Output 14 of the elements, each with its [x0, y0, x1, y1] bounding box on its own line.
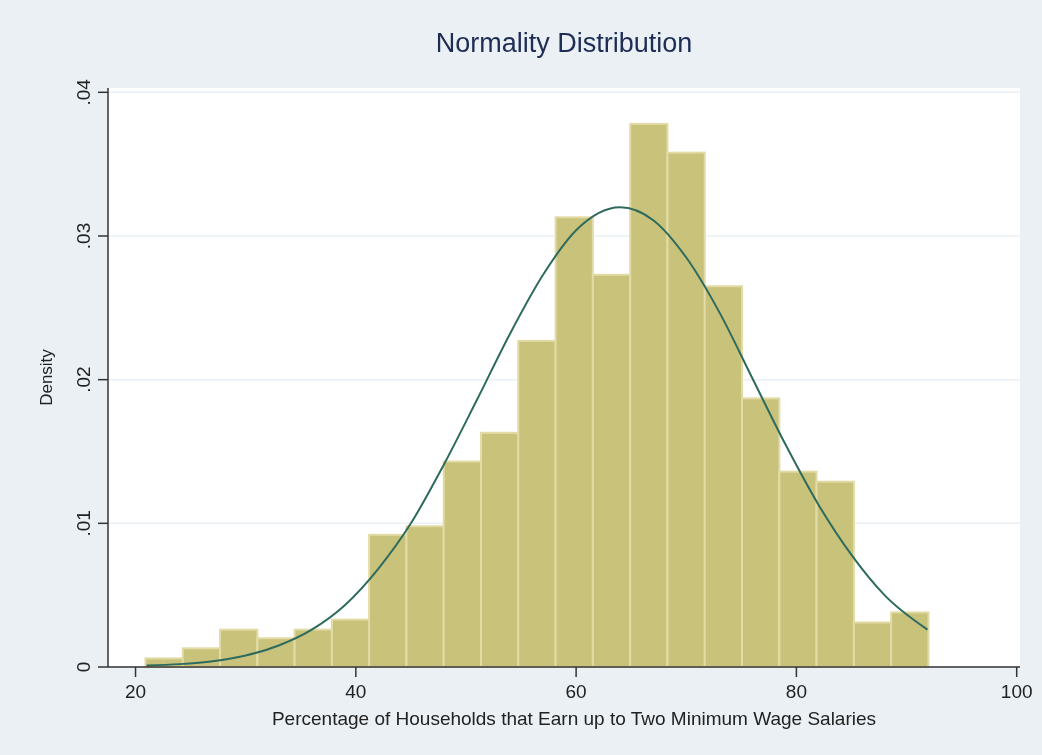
x-tick-label: 100 [1000, 681, 1033, 702]
y-tick-label: .03 [73, 222, 94, 250]
x-tick-label: 20 [124, 681, 147, 702]
line-series [145, 206, 929, 667]
y-tick-label: .02 [73, 366, 94, 393]
chart-title: Normality Distribution [435, 28, 693, 58]
x-tick-label: 80 [785, 681, 807, 702]
y-tick-label: 0 [73, 661, 94, 673]
x-tick-label: 40 [345, 681, 367, 702]
y-tick-label: .01 [73, 510, 94, 537]
x-tick-label: 60 [565, 681, 587, 702]
y-tick-label: .04 [73, 78, 94, 106]
x-axis-title: Percentage of Households that Earn up to Two Minimum Wage Salaries [271, 708, 877, 729]
y-axis-title: Density [37, 348, 56, 406]
